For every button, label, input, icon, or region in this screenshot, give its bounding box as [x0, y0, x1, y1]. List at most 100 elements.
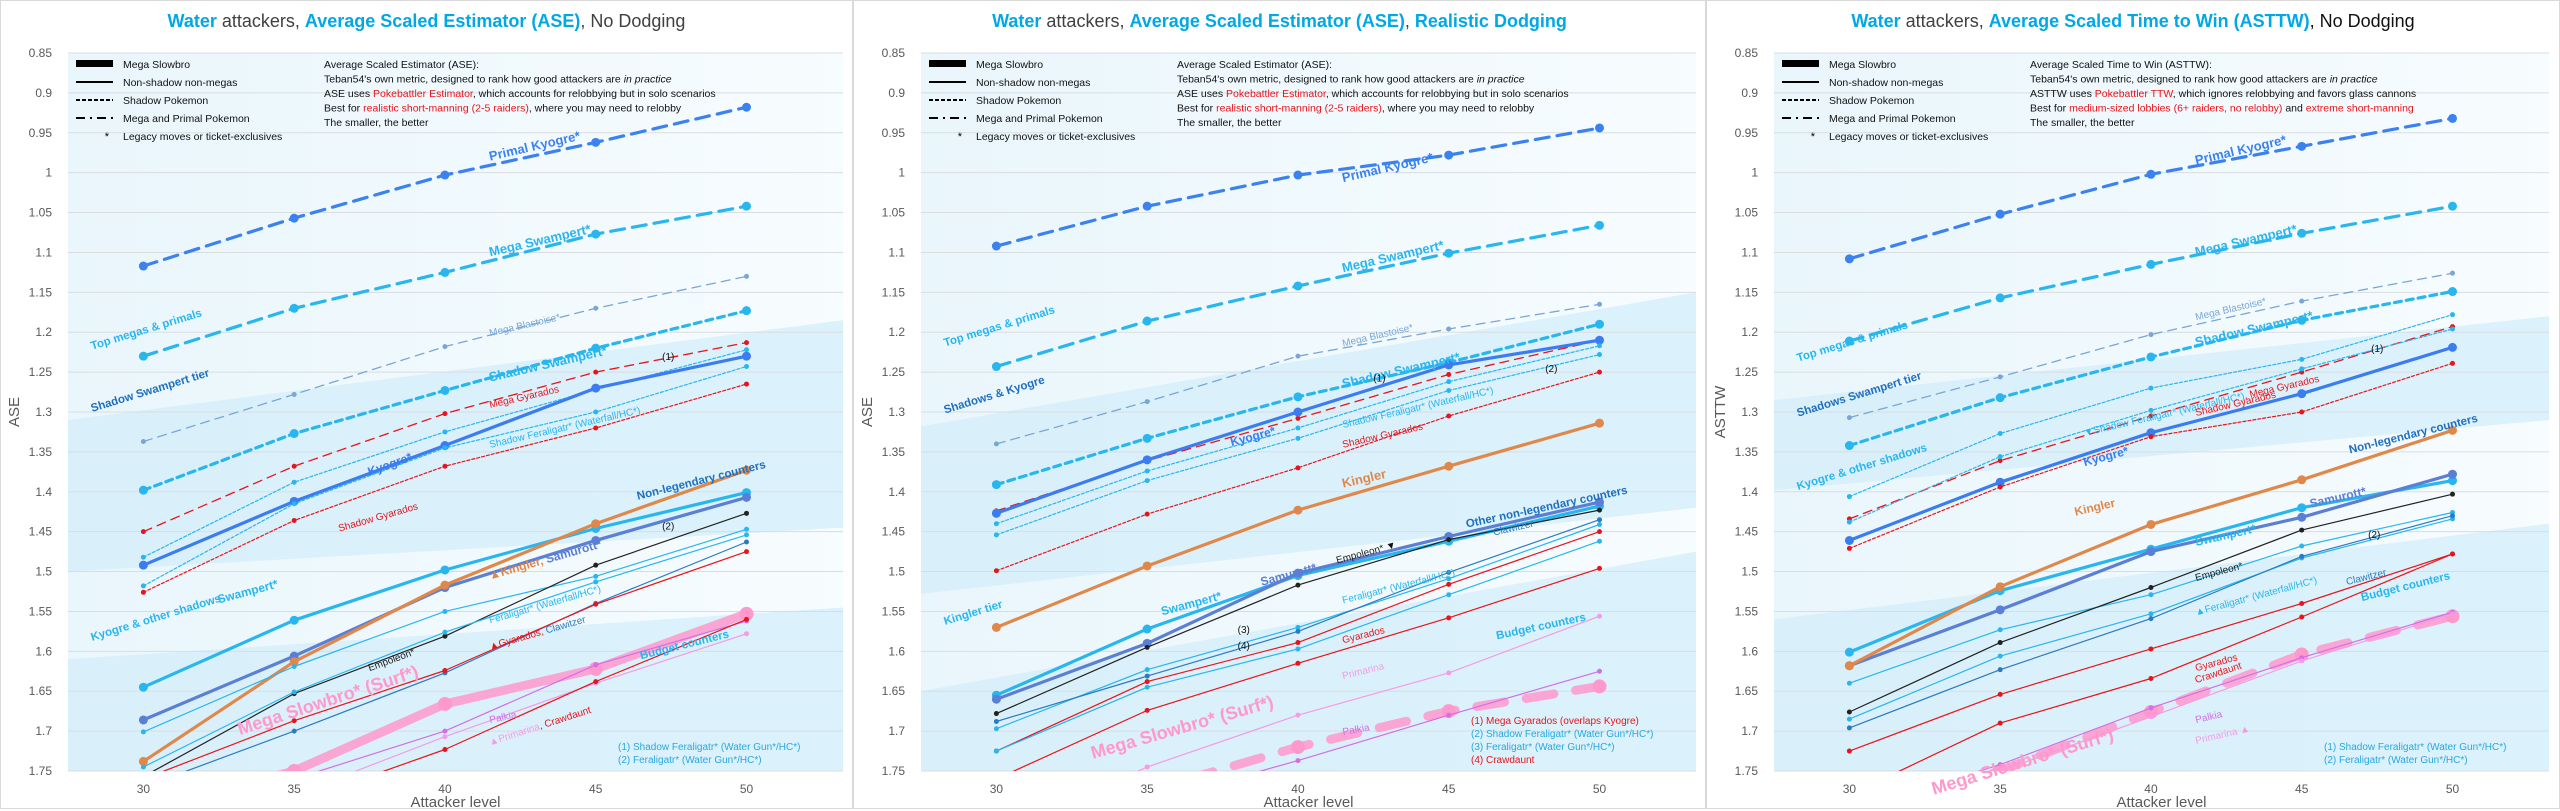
- x-tick-label: 45: [2295, 782, 2309, 796]
- data-point: [1444, 248, 1454, 258]
- data-point: [591, 519, 601, 529]
- footnote: (1) Shadow Feraligatr* (Water Gun*/HC*): [618, 742, 800, 753]
- legend-item: * Legacy moves or ticket-exclusives: [1811, 131, 1989, 143]
- data-point: [1142, 433, 1152, 443]
- footnote: (4) Crawdaunt: [1471, 755, 1535, 766]
- data-point: [138, 261, 148, 271]
- data-point: [2294, 647, 2309, 662]
- x-tick-label: 30: [990, 782, 1004, 796]
- data-point: [1997, 667, 2003, 673]
- y-tick-label: 1.05: [1735, 206, 1759, 220]
- series-shadow-feraligatr-water-gun-hc: [993, 343, 1603, 527]
- series-mega-swampert: [991, 220, 1605, 372]
- y-tick-label: 1.5: [35, 565, 52, 579]
- data-point: [1997, 640, 2003, 646]
- data-point: [2297, 389, 2307, 399]
- data-point: [442, 445, 448, 451]
- x-axis-title: Attacker level: [1263, 794, 1353, 810]
- data-point: [591, 535, 601, 545]
- data-point: [1997, 653, 2003, 659]
- data-point: [2450, 491, 2456, 497]
- y-tick-label: 0.95: [29, 126, 53, 140]
- series-primal-kyogre: [1844, 113, 2458, 264]
- data-point: [2450, 270, 2456, 276]
- series-clawitzer: [1846, 513, 2456, 731]
- legend-label: Legacy moves or ticket-exclusives: [976, 131, 1135, 143]
- y-tick-label: 0.9: [888, 86, 905, 100]
- footnote: (1) Mega Gyarados (overlaps Kyogre): [1471, 716, 1639, 727]
- data-point: [138, 756, 148, 766]
- data-point: [1592, 679, 1607, 694]
- data-point: [1997, 484, 2003, 490]
- data-point: [2450, 312, 2456, 318]
- data-point: [1446, 670, 1452, 676]
- data-point: [442, 429, 448, 435]
- legend-item: Mega Slowbro: [1782, 59, 1896, 71]
- data-point: [993, 521, 999, 527]
- data-point: [2299, 658, 2305, 664]
- y-tick-label: 1.05: [29, 206, 53, 220]
- data-point: [991, 480, 1001, 490]
- data-point: [1144, 684, 1150, 690]
- data-point: [1144, 667, 1150, 673]
- y-tick-label: 1.05: [882, 206, 906, 220]
- y-tick-label: 0.85: [1735, 46, 1759, 60]
- x-tick-label: 35: [1993, 782, 2007, 796]
- data-point: [993, 532, 999, 538]
- footnote: (2) Feraligatr* (Water Gun*/HC*): [618, 755, 762, 766]
- data-point: [1844, 254, 1854, 264]
- data-point: [2448, 113, 2458, 123]
- data-point: [1293, 170, 1303, 180]
- chart-title: Water attackers, Average Scaled Estimato…: [1, 11, 852, 32]
- data-point: [2148, 592, 2154, 598]
- data-point: [1144, 644, 1150, 650]
- data-point: [742, 102, 752, 112]
- data-point: [1997, 458, 2003, 464]
- data-point: [1446, 326, 1452, 332]
- series-palkia: [1977, 609, 2456, 771]
- data-point: [1446, 537, 1452, 543]
- data-point: [1995, 582, 2005, 592]
- data-point: [1846, 680, 1852, 686]
- description-line: Best for realistic short-manning (2-5 ra…: [324, 103, 682, 115]
- data-point: [1597, 352, 1603, 358]
- y-tick-label: 1.1: [1741, 245, 1758, 259]
- data-point: [742, 201, 752, 211]
- data-point: [2148, 332, 2154, 338]
- data-point: [440, 565, 450, 575]
- y-tick-label: 1: [45, 166, 52, 180]
- legend: Mega Slowbro Non-shadow non-megas Shadow P…: [1782, 59, 1988, 143]
- data-point: [2450, 513, 2456, 519]
- x-tick-label: 50: [1593, 782, 1607, 796]
- chart-title-part: Water: [992, 11, 1042, 31]
- data-point: [1595, 497, 1605, 507]
- data-point: [1597, 517, 1603, 523]
- data-point: [593, 679, 599, 685]
- data-point: [744, 273, 750, 279]
- data-point: [1597, 668, 1603, 674]
- legend-swatch: *: [105, 131, 110, 143]
- legend-label: Non-shadow non-megas: [123, 77, 237, 89]
- legend-item: Shadow Pokemon: [1782, 95, 1914, 107]
- data-point: [991, 694, 1001, 704]
- y-tick-label: 1.15: [1735, 285, 1759, 299]
- data-point: [591, 343, 601, 353]
- data-point: [140, 589, 146, 595]
- data-point: [2148, 385, 2154, 391]
- series-kyogre: [1844, 342, 2458, 545]
- data-point: [291, 479, 297, 485]
- series-shadow-gyarados: [993, 369, 1603, 574]
- data-point: [2148, 714, 2154, 720]
- footnote-mark: (4): [1238, 641, 1250, 652]
- footnotes: (1) Shadow Feraligatr* (Water Gun*/HC*) (…: [2324, 742, 2506, 766]
- legend-item: Non-shadow non-megas: [929, 77, 1090, 89]
- x-tick-label: 45: [1442, 782, 1456, 796]
- line-chart: 0.85 0.9 0.95 1 1.05 1.1 1.15 1.2 1.25 1.3 1.35 1.4…: [1712, 46, 2549, 810]
- data-point: [1597, 565, 1603, 571]
- data-point: [1997, 431, 2003, 437]
- y-tick-label: 1.35: [29, 445, 53, 459]
- data-point: [1144, 707, 1150, 713]
- data-point: [442, 344, 448, 350]
- data-point: [2146, 428, 2156, 438]
- footnote-mark: (2): [662, 521, 674, 532]
